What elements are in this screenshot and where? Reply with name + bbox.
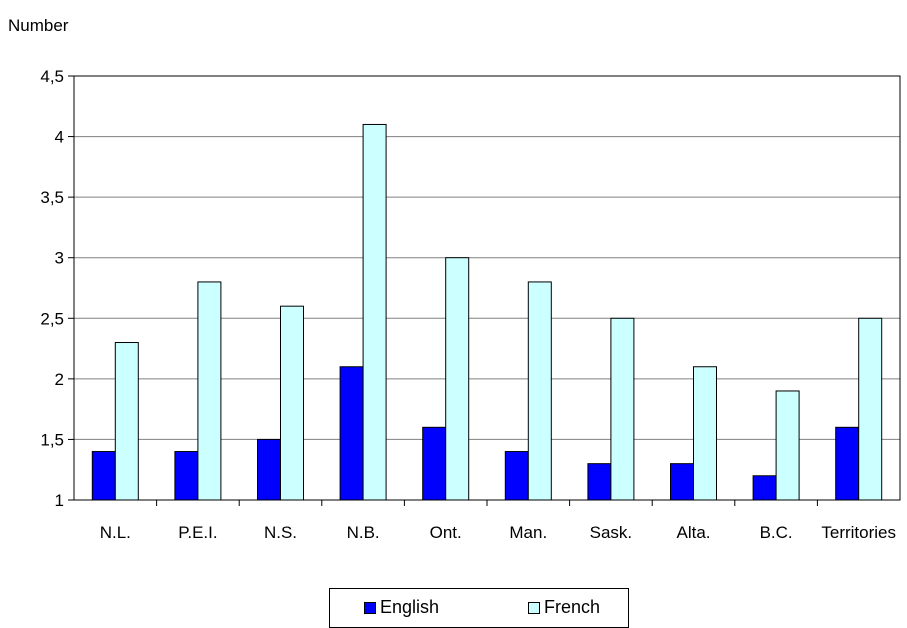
x-tick-label: Ont. bbox=[430, 523, 462, 542]
bar-french-5 bbox=[527, 281, 552, 501]
bar-french-2 bbox=[280, 305, 304, 501]
legend-item-english: English bbox=[364, 597, 439, 618]
y-tick-label: 3 bbox=[55, 249, 64, 268]
bar-french-1 bbox=[197, 281, 222, 501]
y-tick-label: 3,5 bbox=[40, 188, 64, 207]
x-tick-label: Territories bbox=[821, 523, 896, 542]
x-tick-label: N.B. bbox=[347, 523, 380, 542]
y-tick-label: 1 bbox=[55, 491, 64, 510]
x-tick-label: B.C. bbox=[760, 523, 793, 542]
bar-french-4 bbox=[445, 257, 470, 501]
x-tick-label: P.E.I. bbox=[178, 523, 217, 542]
legend-label-english: English bbox=[380, 597, 440, 617]
bar-english-7 bbox=[670, 463, 694, 501]
bar-english-6 bbox=[587, 463, 612, 501]
bar-english-1 bbox=[174, 451, 199, 501]
bar-english-8 bbox=[752, 475, 777, 501]
x-tick-label: Alta. bbox=[676, 523, 710, 542]
legend-swatch-french bbox=[528, 601, 540, 614]
y-tick-label: 4,5 bbox=[40, 67, 64, 86]
bar-french-8 bbox=[775, 390, 800, 501]
y-tick-label: 1,5 bbox=[40, 430, 64, 449]
x-tick-label: N.S. bbox=[264, 523, 297, 542]
legend-swatch-english bbox=[364, 601, 376, 614]
x-tick-label: Sask. bbox=[590, 523, 633, 542]
y-tick-label: 4 bbox=[55, 128, 64, 147]
bar-french-7 bbox=[693, 366, 717, 501]
legend-item-french: French bbox=[528, 597, 600, 618]
bar-english-5 bbox=[504, 451, 529, 501]
x-tick-label: Man. bbox=[509, 523, 547, 542]
y-axis-label: Number bbox=[8, 16, 69, 35]
bar-english-0 bbox=[91, 451, 116, 501]
legend: English French bbox=[329, 588, 629, 628]
bar-english-9 bbox=[835, 426, 860, 501]
legend-label-french: French bbox=[544, 597, 601, 617]
y-tick-label: 2,5 bbox=[40, 309, 64, 328]
y-tick-label: 2 bbox=[55, 370, 64, 389]
bar-french-3 bbox=[362, 123, 387, 501]
bar-english-4 bbox=[422, 426, 447, 501]
bar-french-0 bbox=[114, 342, 139, 501]
x-tick-label: N.L. bbox=[100, 523, 131, 542]
bar-english-3 bbox=[339, 366, 364, 501]
bar-french-9 bbox=[858, 317, 883, 501]
bar-french-6 bbox=[610, 317, 635, 501]
bar-english-2 bbox=[257, 438, 281, 501]
